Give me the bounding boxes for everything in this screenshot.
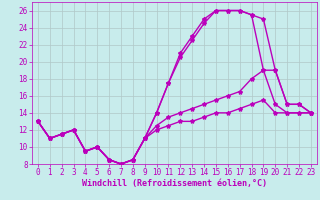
X-axis label: Windchill (Refroidissement éolien,°C): Windchill (Refroidissement éolien,°C): [82, 179, 267, 188]
